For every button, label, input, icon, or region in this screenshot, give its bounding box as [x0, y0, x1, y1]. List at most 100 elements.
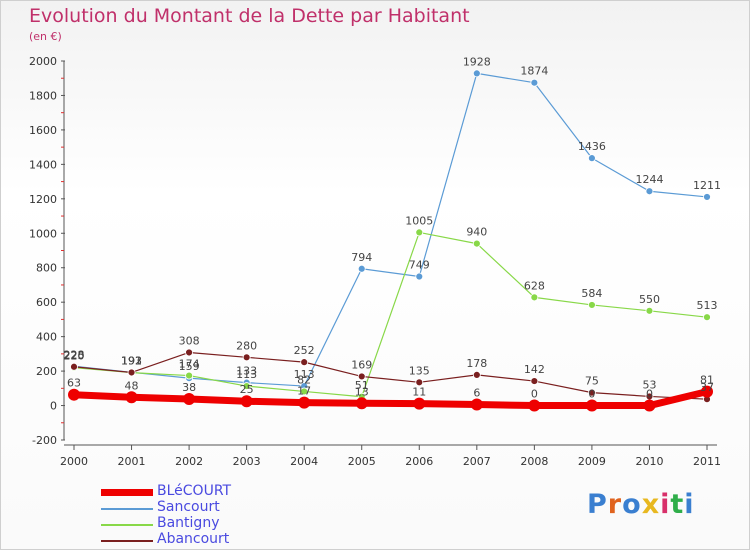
data-point	[530, 293, 539, 302]
legend-swatch-blecourt	[101, 489, 153, 496]
data-point	[185, 371, 193, 380]
data-label: 228	[64, 348, 85, 361]
data-label: 308	[179, 334, 200, 347]
data-label: 794	[351, 251, 372, 264]
data-label: 38	[182, 381, 196, 394]
series-line-blécourt	[70, 388, 711, 410]
chart-unit: (en €)	[29, 30, 62, 43]
x-tick-label: 2006	[405, 455, 433, 468]
x-tick-label: 2009	[578, 455, 606, 468]
data-label: 940	[466, 226, 487, 239]
data-point	[530, 78, 539, 87]
data-point	[125, 391, 138, 404]
y-tick-label: 1800	[29, 89, 57, 102]
x-tick-label: 2000	[60, 455, 88, 468]
legend-swatch-bantigny	[101, 524, 153, 526]
y-tick-label: 400	[36, 331, 57, 344]
data-label: 17	[297, 385, 311, 398]
data-point	[240, 395, 253, 408]
data-label: 142	[524, 363, 545, 376]
data-point	[530, 377, 539, 385]
logo-letter: o	[622, 489, 642, 520]
data-point	[703, 193, 711, 201]
legend-label-blecourt: BLéCOURT	[157, 483, 232, 499]
data-label: 133	[236, 365, 257, 378]
data-point	[701, 385, 713, 398]
series-line-bantigny	[73, 231, 708, 398]
data-point	[645, 187, 654, 196]
data-point	[413, 397, 426, 410]
x-tick-label: 2004	[290, 455, 318, 468]
y-tick-label: 1400	[29, 158, 57, 171]
y-tick-label: 0	[50, 400, 57, 413]
data-point	[242, 382, 251, 390]
data-point	[472, 370, 481, 379]
data-label: 0	[531, 388, 538, 401]
x-tick-label: 2008	[520, 455, 548, 468]
data-point	[127, 368, 136, 377]
data-label: 75	[585, 375, 599, 388]
data-label: 53	[642, 378, 656, 391]
data-point	[357, 264, 366, 273]
data-label: 0	[588, 388, 595, 401]
data-point	[183, 392, 196, 405]
x-tick-label: 2010	[635, 455, 663, 468]
data-label: 81	[700, 374, 714, 387]
data-label: 513	[697, 299, 718, 312]
data-point	[300, 358, 309, 367]
data-point	[70, 362, 78, 371]
data-label: 1005	[405, 214, 433, 227]
data-point	[185, 348, 193, 357]
x-tick-label: 2001	[118, 455, 146, 468]
x-tick-label: 2003	[233, 455, 261, 468]
data-point	[415, 228, 424, 237]
logo-letter: x	[641, 489, 661, 520]
y-tick-label: 800	[36, 262, 57, 275]
data-point	[415, 272, 424, 281]
x-tick-label: 2005	[348, 455, 376, 468]
data-label: 25	[240, 383, 254, 396]
data-label: 191	[121, 355, 142, 368]
y-tick-label: -200	[32, 434, 57, 447]
data-label: 63	[67, 377, 81, 390]
logo-letter: P	[587, 489, 608, 520]
data-label: 749	[409, 259, 430, 272]
chart-title: Evolution du Montant de la Dette par Hab…	[29, 5, 470, 27]
data-label: 192	[121, 354, 142, 367]
logo-letter: r	[607, 489, 623, 520]
data-label: 628	[524, 279, 545, 292]
legend-swatch-sancourt	[101, 508, 153, 510]
data-point	[298, 396, 311, 409]
series-line-sancourt	[73, 72, 708, 387]
data-label: 280	[236, 339, 257, 352]
data-label: 1211	[693, 179, 721, 192]
y-tick-label: 1200	[29, 193, 57, 206]
data-label: 159	[179, 360, 200, 373]
x-tick-label: 2002	[175, 455, 203, 468]
y-tick-label: 200	[36, 365, 57, 378]
data-point	[472, 69, 481, 78]
legend-label-sancourt: Sancourt	[157, 499, 220, 515]
data-label: 1928	[463, 55, 491, 68]
data-point	[588, 154, 596, 163]
data-label: 550	[639, 293, 660, 306]
data-point	[585, 399, 598, 412]
x-tick-label: 2011	[693, 455, 721, 468]
data-point	[528, 399, 541, 412]
data-point	[415, 378, 424, 387]
data-label: 82	[297, 373, 311, 386]
logo-letter: i	[684, 489, 695, 520]
legend-swatch-abancourt	[101, 540, 153, 542]
data-point	[300, 387, 309, 396]
data-point	[588, 388, 596, 397]
data-label: 1874	[520, 65, 548, 78]
data-point	[68, 388, 80, 401]
data-point	[643, 399, 656, 412]
data-label: 1244	[635, 173, 663, 186]
legend-label-abancourt: Abancourt	[157, 531, 230, 547]
data-label: 113	[294, 368, 315, 381]
data-label: 169	[351, 358, 372, 371]
data-point	[645, 306, 654, 315]
